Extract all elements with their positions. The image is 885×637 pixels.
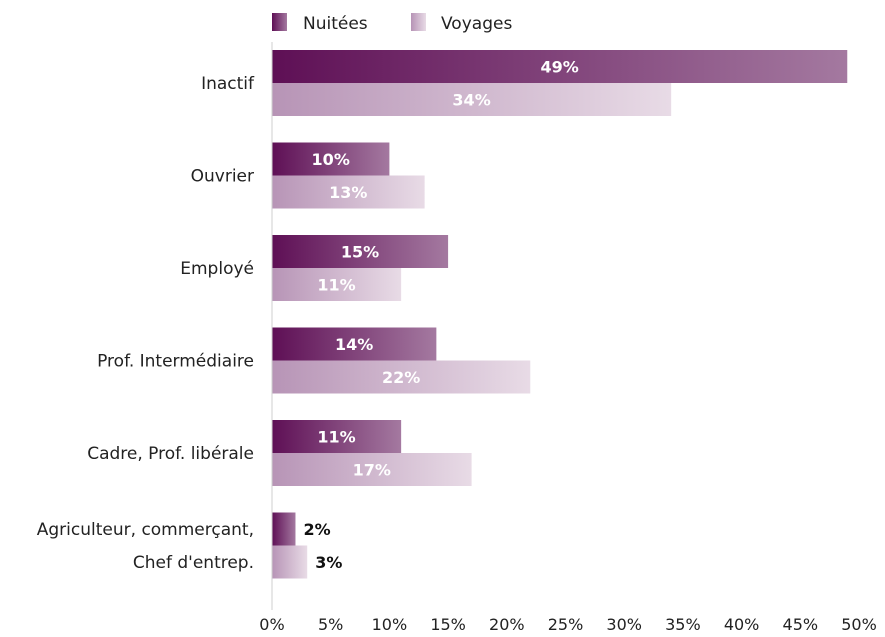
data-label-nuitees-5: 2% xyxy=(303,520,330,539)
category-label-5-1: Chef d'entrep. xyxy=(133,553,254,573)
bar-voyages-1 xyxy=(272,175,425,209)
legend-swatch-nuitees xyxy=(272,13,287,31)
data-label-nuitees-1: 10% xyxy=(312,150,350,169)
x-tick-label-9: 45% xyxy=(783,615,819,634)
bar-voyages-0 xyxy=(272,83,672,116)
data-label-voyages-2: 11% xyxy=(317,276,355,295)
data-label-nuitees-3: 14% xyxy=(335,335,373,354)
x-tick-label-1: 5% xyxy=(318,615,343,634)
legend-label-voyages: Voyages xyxy=(441,14,512,34)
data-label-nuitees-2: 15% xyxy=(341,243,379,262)
category-label-2: Employé xyxy=(180,259,254,279)
category-label-1: Ouvrier xyxy=(191,167,254,187)
bar-nuitees-3 xyxy=(272,327,437,361)
data-label-voyages-1: 13% xyxy=(329,183,367,202)
x-tick-label-2: 10% xyxy=(372,615,408,634)
x-tick-label-6: 30% xyxy=(606,615,642,634)
category-labels: Inactif Ouvrier Employé Prof. Intermédiaire… xyxy=(37,74,255,573)
bar-nuitees-5 xyxy=(272,512,296,546)
x-axis: 0% 5% 10% 15% 20% 25% 30% 35% 40% 45% 50% xyxy=(259,42,877,634)
x-tick-label-7: 35% xyxy=(665,615,701,634)
x-tick-label-0: 0% xyxy=(259,615,284,634)
data-label-voyages-3: 22% xyxy=(382,368,420,387)
data-label-voyages-4: 17% xyxy=(353,461,391,480)
data-label-voyages-0: 34% xyxy=(452,91,490,110)
legend-swatch-voyages xyxy=(411,13,426,31)
category-label-5-0: Agriculteur, commerçant, xyxy=(37,520,254,540)
x-tick-label-8: 40% xyxy=(724,615,760,634)
x-tick-label-10: 50% xyxy=(841,615,877,634)
data-label-nuitees-0: 49% xyxy=(540,58,578,77)
bar-voyages-4 xyxy=(272,453,472,486)
category-label-3: Prof. Intermédiaire xyxy=(97,352,254,372)
bar-voyages-2 xyxy=(272,268,402,301)
bar-nuitees-1 xyxy=(272,142,390,176)
bar-nuitees-0 xyxy=(272,50,848,83)
bar-voyages-3 xyxy=(272,360,531,394)
x-tick-label-4: 20% xyxy=(489,615,525,634)
bars-group: 49% 34% 10% 13% 15% 11% 14% 22% 11% 17% 2% 3% xyxy=(272,50,848,579)
category-label-0: Inactif xyxy=(201,74,255,94)
x-tick-label-5: 25% xyxy=(548,615,584,634)
bar-voyages-5 xyxy=(272,545,308,579)
data-label-nuitees-4: 11% xyxy=(317,428,355,447)
bar-nuitees-4 xyxy=(272,420,402,453)
category-label-4: Cadre, Prof. libérale xyxy=(87,444,254,464)
bar-nuitees-2 xyxy=(272,235,449,268)
x-tick-label-3: 15% xyxy=(430,615,466,634)
legend: Nuitées Voyages xyxy=(272,13,512,34)
data-label-voyages-5: 3% xyxy=(315,553,342,572)
legend-label-nuitees: Nuitées xyxy=(303,14,368,34)
